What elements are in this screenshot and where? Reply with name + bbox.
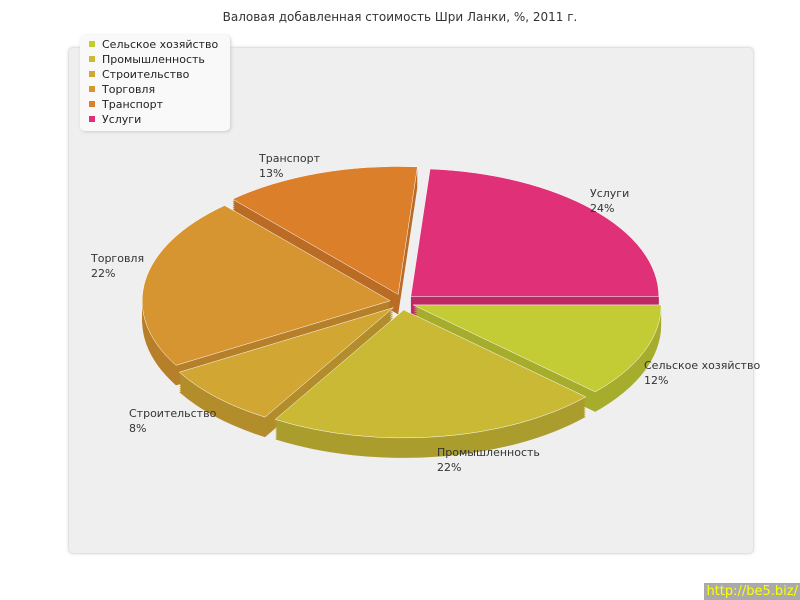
pie-slice-top bbox=[410, 168, 660, 297]
legend-swatch bbox=[89, 56, 95, 62]
data-label: Услуги 24% bbox=[590, 186, 629, 216]
legend-item[interactable]: Промышленность bbox=[80, 52, 230, 67]
legend-swatch bbox=[89, 116, 95, 122]
legend-swatch bbox=[89, 101, 95, 107]
data-label-name: Услуги bbox=[590, 187, 630, 200]
pie-slice[interactable] bbox=[274, 309, 587, 458]
pie-slice[interactable] bbox=[141, 205, 391, 386]
legend-swatch bbox=[89, 41, 95, 47]
watermark[interactable]: http://be5.biz/ bbox=[704, 583, 800, 600]
pie-slice[interactable] bbox=[410, 168, 660, 317]
data-label: Строительство 8% bbox=[129, 406, 216, 436]
pie-slice[interactable] bbox=[232, 166, 418, 315]
legend-swatch bbox=[89, 86, 95, 92]
legend-swatch bbox=[89, 71, 95, 77]
legend-item[interactable]: Транспорт bbox=[80, 97, 230, 112]
data-label-name: Промышленность bbox=[437, 446, 540, 459]
pie-slice-top bbox=[141, 205, 391, 366]
data-label: Торговля 22% bbox=[91, 251, 144, 281]
data-label: Сельское хозяйство 12% bbox=[644, 358, 760, 388]
data-label-value: 24% bbox=[590, 202, 615, 215]
pie-slice-top bbox=[274, 309, 587, 439]
legend-label: Транспорт bbox=[102, 98, 163, 111]
legend-label: Торговля bbox=[102, 83, 156, 96]
data-label-name: Торговля bbox=[91, 252, 145, 265]
legend-item[interactable]: Строительство bbox=[80, 67, 230, 82]
data-label-name: Транспорт bbox=[259, 152, 320, 165]
pie-slice-top bbox=[413, 304, 662, 393]
data-label-name: Строительство bbox=[129, 407, 217, 420]
pie-slice-top bbox=[178, 307, 394, 418]
pie-slice[interactable] bbox=[178, 307, 394, 438]
legend-label: Услуги bbox=[102, 113, 142, 126]
data-label-value: 12% bbox=[644, 374, 669, 387]
legend-label: Промышленность bbox=[102, 53, 205, 66]
data-label-name: Сельское хозяйство bbox=[644, 359, 761, 372]
legend-item[interactable]: Сельское хозяйство bbox=[80, 37, 230, 52]
data-label: Транспорт 13% bbox=[259, 151, 320, 181]
data-label: Промышленность 22% bbox=[437, 445, 540, 475]
chart-title: Валовая добавленная стоимость Шри Ланки,… bbox=[222, 10, 578, 24]
pie-slice[interactable] bbox=[413, 304, 662, 412]
data-label-value: 13% bbox=[259, 167, 284, 180]
legend-item[interactable]: Торговля bbox=[80, 82, 230, 97]
legend: Сельское хозяйство Промышленность Строител… bbox=[80, 35, 230, 131]
data-label-value: 8% bbox=[129, 422, 147, 435]
pie-slice-top bbox=[232, 166, 418, 295]
data-label-value: 22% bbox=[437, 461, 462, 474]
legend-label: Сельское хозяйство bbox=[102, 38, 219, 51]
data-label-value: 22% bbox=[91, 267, 116, 280]
legend-label: Строительство bbox=[102, 68, 190, 81]
legend-item[interactable]: Услуги bbox=[80, 112, 230, 127]
